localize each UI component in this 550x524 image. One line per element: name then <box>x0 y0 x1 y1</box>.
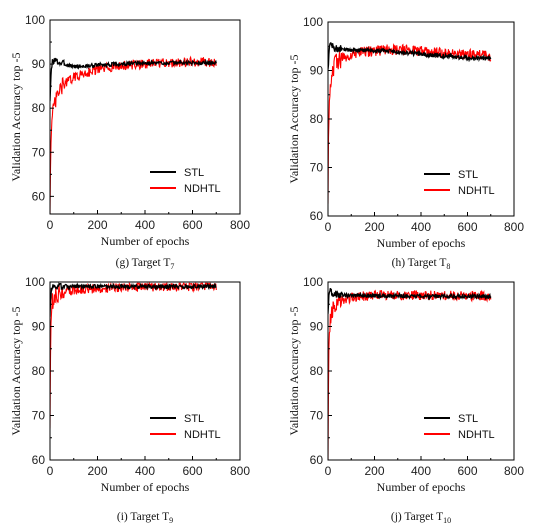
y-axis-label: Validation Accuracy top -5 <box>9 53 23 182</box>
x-tick-label: 400 <box>411 464 431 478</box>
caption-subscript: 10 <box>443 516 451 524</box>
y-tick-label: 80 <box>32 101 46 115</box>
y-tick-label: 70 <box>310 161 324 175</box>
legend-label-ndhtl: NDHTL <box>458 429 495 441</box>
caption-text: (h) Target T <box>392 257 447 269</box>
y-tick-label: 80 <box>32 364 46 378</box>
y-tick-label: 70 <box>32 409 46 423</box>
series-line-stl <box>50 282 217 317</box>
y-tick-label: 90 <box>32 320 46 334</box>
y-tick-label: 100 <box>303 275 323 289</box>
y-axis-label: Validation Accuracy top -5 <box>9 307 23 436</box>
x-tick-label: 400 <box>135 464 155 478</box>
x-tick-label: 0 <box>47 218 54 232</box>
x-tick-label: 800 <box>230 218 250 232</box>
x-tick-label: 0 <box>47 464 54 478</box>
legend-label-stl: STL <box>184 167 204 179</box>
x-axis-label: Number of epochs <box>101 234 190 248</box>
y-tick-label: 60 <box>32 189 46 203</box>
x-tick-label: 200 <box>364 464 384 478</box>
y-tick-label: 90 <box>310 64 324 78</box>
y-tick-label: 100 <box>303 15 323 29</box>
series-line-stl <box>328 288 492 314</box>
legend-label-ndhtl: NDHTL <box>458 185 495 197</box>
chart-panel-3: 0 200 400 600 800 60 70 80 90 100 Number of epochs… <box>9 275 250 524</box>
y-axis-label: Validation Accuracy top -5 <box>287 307 301 436</box>
legend-label-stl: STL <box>184 413 204 425</box>
y-tick-label: 70 <box>310 409 324 423</box>
panel-caption: (h) Target T8 <box>392 257 451 271</box>
y-tick-label: 100 <box>25 13 45 27</box>
x-axis-label: Number of epochs <box>377 480 466 494</box>
panel-caption: (i) Target T9 <box>117 511 173 524</box>
caption-text: (j) Target T <box>391 511 443 523</box>
x-tick-label: 600 <box>457 464 477 478</box>
x-tick-label: 200 <box>87 464 107 478</box>
series-line-stl <box>50 57 217 102</box>
y-tick-label: 100 <box>25 275 45 289</box>
series-line-stl <box>328 41 492 70</box>
series-line-ndhtl <box>328 43 492 204</box>
x-axis-label: Number of epochs <box>101 480 190 494</box>
y-tick-label: 60 <box>32 453 46 467</box>
caption-subscript: 9 <box>169 516 173 524</box>
y-tick-label: 80 <box>310 112 324 126</box>
y-tick-label: 60 <box>310 209 324 223</box>
x-tick-label: 600 <box>457 220 477 234</box>
y-tick-label: 60 <box>310 453 324 467</box>
x-tick-label: 400 <box>411 220 431 234</box>
legend-label-stl: STL <box>458 413 478 425</box>
chart-panel-2: 0 200 400 600 800 60 70 80 90 100 Number of epochs… <box>287 15 524 271</box>
y-tick-label: 90 <box>310 320 324 334</box>
x-tick-label: 200 <box>87 218 107 232</box>
y-axis-label: Validation Accuracy top -5 <box>287 55 301 184</box>
y-tick-label: 90 <box>32 57 46 71</box>
x-tick-label: 600 <box>182 464 202 478</box>
x-tick-label: 800 <box>504 464 524 478</box>
x-tick-label: 200 <box>364 220 384 234</box>
caption-text: (i) Target T <box>117 511 169 523</box>
caption-text: (g) Target T <box>116 257 171 269</box>
legend-label-ndhtl: NDHTL <box>184 183 221 195</box>
series-line-ndhtl <box>50 282 217 429</box>
x-tick-label: 0 <box>325 220 332 234</box>
y-tick-label: 70 <box>32 145 46 159</box>
x-tick-label: 0 <box>325 464 332 478</box>
legend-label-stl: STL <box>458 169 478 181</box>
legend-label-ndhtl: NDHTL <box>184 429 221 441</box>
panel-caption: (j) Target T10 <box>391 511 451 524</box>
x-axis-label: Number of epochs <box>377 236 466 250</box>
x-tick-label: 600 <box>182 218 202 232</box>
y-tick-label: 80 <box>310 364 324 378</box>
caption-subscript: 8 <box>446 262 450 271</box>
caption-subscript: 7 <box>170 262 174 271</box>
chart-panel-4: 0 200 400 600 800 60 70 80 90 100 Number of epochs… <box>287 275 524 524</box>
x-tick-label: 800 <box>230 464 250 478</box>
x-tick-label: 400 <box>135 218 155 232</box>
x-tick-label: 800 <box>504 220 524 234</box>
panel-caption: (g) Target T7 <box>116 257 175 271</box>
chart-panel-1: 0 200 400 600 800 60 70 80 90 100 Number of epochs… <box>9 13 250 271</box>
